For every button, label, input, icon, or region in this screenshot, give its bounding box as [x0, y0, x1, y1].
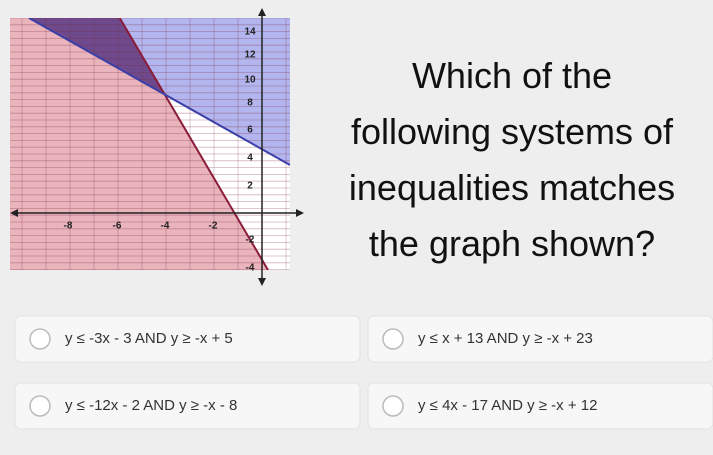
y-tick-label: -4 [246, 263, 255, 274]
radio-button[interactable] [382, 328, 404, 350]
arrow [258, 278, 266, 286]
arrow [10, 209, 18, 217]
y-tick-label: 6 [247, 125, 253, 136]
y-tick-label: 2 [247, 181, 253, 192]
red-shade [10, 18, 268, 270]
y-tick-label: 10 [244, 75, 256, 86]
option-box[interactable] [367, 315, 713, 363]
option[interactable]: y ≤ x + 13 AND y ≥ -x + 23 [367, 315, 713, 363]
option[interactable]: y ≤ -3x - 3 AND y ≥ -x + 5 [14, 315, 361, 363]
question-line: following systems of [351, 111, 674, 152]
y-tick-label: 4 [247, 153, 253, 164]
question: Which of the following systems of inequali… [349, 55, 675, 264]
blue-boundary [28, 18, 290, 166]
red-boundary [118, 18, 269, 270]
y-tick-label: 14 [244, 27, 256, 38]
x-tick-label: -6 [113, 221, 122, 232]
option-box[interactable] [14, 382, 361, 430]
radio-button[interactable] [382, 395, 404, 417]
x-tick-label: -2 [209, 221, 218, 232]
option-box[interactable] [367, 382, 713, 430]
y-tick-label: -2 [246, 235, 255, 246]
radio-button[interactable] [29, 328, 51, 350]
question-line: the graph shown? [369, 223, 655, 264]
question-line: inequalities matches [349, 167, 675, 208]
radio-button[interactable] [29, 395, 51, 417]
arrow [258, 8, 266, 16]
option-text[interactable]: y ≤ -3x - 3 AND y ≥ -x + 5 [65, 330, 233, 347]
option-box[interactable] [14, 315, 361, 363]
options: y ≤ -3x - 3 AND y ≥ -x + 5 y ≤ x + 13 AND… [14, 315, 713, 430]
x-tick-label: -8 [64, 221, 73, 232]
question-line: Which of the [412, 55, 612, 96]
y-tick-label: 12 [244, 50, 256, 61]
y-tick-label: 8 [247, 98, 253, 109]
option[interactable]: y ≤ -12x - 2 AND y ≥ -x - 8 [14, 382, 361, 430]
arrow [296, 209, 304, 217]
option-text[interactable]: y ≤ -12x - 2 AND y ≥ -x - 8 [65, 397, 237, 414]
option-text[interactable]: y ≤ x + 13 AND y ≥ -x + 23 [418, 330, 593, 347]
option-text[interactable]: y ≤ 4x - 17 AND y ≥ -x + 12 [418, 397, 597, 414]
x-tick-label: -4 [161, 221, 170, 232]
graph: -8 -6 -4 -2 14 12 10 8 6 4 2 -2 -4 [10, 8, 304, 286]
option[interactable]: y ≤ 4x - 17 AND y ≥ -x + 12 [367, 382, 713, 430]
